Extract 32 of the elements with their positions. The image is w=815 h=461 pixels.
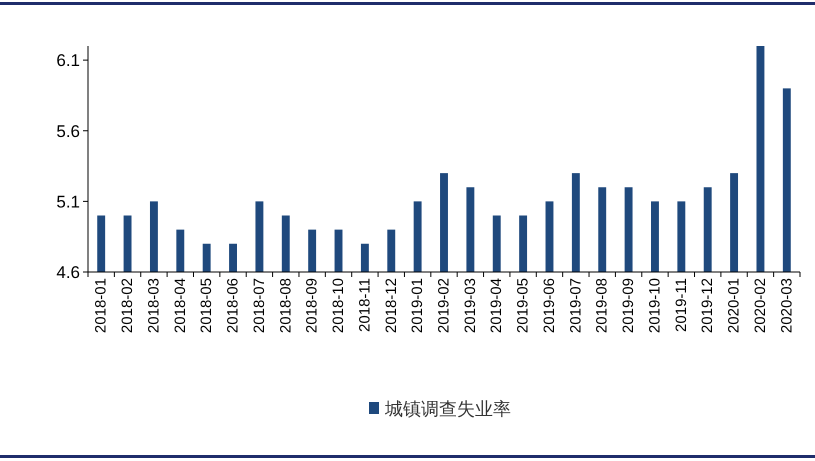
x-tick-label: 2018-10 — [330, 278, 348, 334]
x-tick-label: 2019-11 — [672, 278, 690, 332]
x-tick-label: 2018-02 — [119, 278, 136, 334]
x-tick-label: 2018-05 — [198, 278, 216, 334]
x-tick-label: 2019-07 — [567, 278, 584, 334]
y-tick-label: 5.6 — [56, 122, 80, 141]
x-tick-label: 2019-05 — [514, 278, 532, 334]
x-tick-label: 2019-01 — [409, 278, 426, 334]
x-tick-label: 2018-09 — [304, 278, 321, 334]
y-tick-label: 4.6 — [56, 263, 80, 282]
x-tick-label: 2020-01 — [726, 278, 743, 334]
x-tick-label: 2018-08 — [277, 278, 294, 334]
x-tick-label: 2018-04 — [172, 278, 189, 334]
x-tick-label: 2019-10 — [646, 278, 664, 334]
x-tick-label: 2020-02 — [752, 278, 769, 334]
x-tick-label: 2020-03 — [778, 278, 796, 334]
y-tick-label: 6.1 — [56, 51, 80, 70]
x-tick-label: 2018-11 — [356, 278, 374, 332]
x-tick-label: 2018-03 — [145, 278, 162, 334]
x-tick-label: 2019-04 — [488, 278, 506, 334]
x-tick-label: 2018-06 — [224, 278, 242, 334]
x-tick-label: 2018-12 — [382, 278, 400, 334]
x-tick-label: 2019-09 — [620, 278, 638, 334]
x-tick-label: 2019-12 — [699, 278, 716, 334]
x-tick-label: 2019-06 — [540, 278, 558, 334]
y-tick-label: 5.1 — [56, 192, 80, 212]
legend: 城镇调查失业率 — [369, 399, 511, 419]
x-tick-label: 2018-01 — [92, 278, 110, 334]
x-tick-label: 2018-07 — [250, 278, 268, 334]
x-tick-label: 2019-02 — [436, 278, 452, 334]
x-tick-label: 2019-08 — [594, 278, 611, 334]
x-tick-label: 2019-03 — [462, 278, 479, 334]
